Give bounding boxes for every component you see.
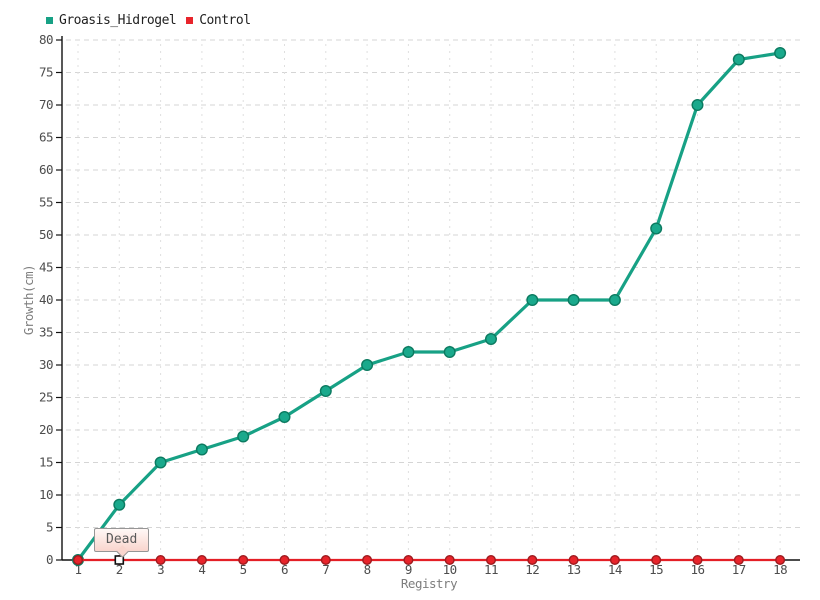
data-point-groasis_hidrogel[interactable]	[154, 456, 167, 469]
x-tick-label: 11	[484, 562, 498, 577]
data-point-control[interactable]	[444, 555, 455, 566]
x-axis-title: Registry	[401, 576, 458, 591]
x-tick-label: 16	[690, 562, 704, 577]
y-tick-label: 25	[39, 390, 53, 405]
x-tick-label: 3	[157, 562, 164, 577]
y-tick-label: 45	[39, 260, 53, 275]
y-tick-label: 0	[46, 552, 53, 567]
data-point-groasis_hidrogel[interactable]	[567, 294, 580, 307]
legend-swatch-control-icon	[186, 17, 194, 24]
axes	[56, 36, 800, 561]
x-tick-label: 14	[608, 562, 622, 577]
data-point-control[interactable]	[238, 555, 249, 566]
data-point-groasis_hidrogel[interactable]	[443, 346, 456, 359]
x-tick-label: 2	[116, 562, 123, 577]
x-tick-label: 15	[649, 562, 663, 577]
selected-point-marker[interactable]	[114, 555, 125, 565]
data-point-groasis_hidrogel[interactable]	[485, 333, 498, 346]
x-tick-label: 12	[525, 562, 539, 577]
data-point-control[interactable]	[609, 555, 620, 566]
x-tick-label: 7	[322, 562, 329, 577]
data-point-groasis_hidrogel[interactable]	[319, 385, 332, 398]
x-tick-label: 13	[567, 562, 581, 577]
data-point-control[interactable]	[196, 555, 207, 566]
data-point-groasis_hidrogel[interactable]	[608, 294, 621, 307]
data-point-groasis_hidrogel[interactable]	[732, 53, 745, 66]
data-point-control[interactable]	[155, 555, 166, 566]
legend: Groasis_Hidrogel Control	[46, 13, 251, 28]
y-tick-label: 55	[39, 195, 53, 210]
series-lines	[71, 47, 787, 567]
y-tick-label: 20	[39, 422, 53, 437]
y-tick-label: 30	[39, 357, 53, 372]
y-tick-label: 80	[39, 32, 53, 47]
data-point-control[interactable]	[527, 555, 538, 566]
data-point-groasis_hidrogel[interactable]	[402, 346, 415, 359]
data-point-groasis_hidrogel[interactable]	[774, 47, 787, 60]
y-tick-label: 50	[39, 227, 53, 242]
data-point-control[interactable]	[692, 555, 703, 566]
vertical-gridlines	[77, 44, 781, 557]
legend-item-control[interactable]: Control	[186, 13, 251, 28]
data-point-control[interactable]	[486, 555, 497, 566]
y-tick-label: 10	[39, 487, 53, 502]
y-tick-label: 70	[39, 97, 53, 112]
x-tick-label: 9	[405, 562, 412, 577]
horizontal-gridlines	[66, 39, 802, 528]
y-axis-title: Growth(cm)	[21, 265, 36, 335]
data-point-groasis_hidrogel[interactable]	[650, 222, 663, 235]
y-tick-label: 35	[39, 325, 53, 340]
series-line-groasis_hidrogel	[76, 51, 782, 562]
data-point-control[interactable]	[320, 555, 331, 566]
data-point-groasis_hidrogel[interactable]	[526, 294, 539, 307]
x-tick-label: 17	[732, 562, 746, 577]
x-tick-label: 4	[198, 562, 205, 577]
data-point-control[interactable]	[72, 555, 83, 566]
legend-label-control: Control	[199, 13, 251, 28]
x-tick-label: 5	[240, 562, 247, 577]
data-point-groasis_hidrogel[interactable]	[195, 443, 208, 456]
x-tick-label: 8	[364, 562, 371, 577]
data-point-groasis_hidrogel[interactable]	[113, 498, 126, 511]
data-point-control[interactable]	[403, 555, 414, 566]
data-point-groasis_hidrogel[interactable]	[691, 98, 704, 111]
legend-label-groasis: Groasis_Hidrogel	[59, 13, 177, 28]
data-point-control[interactable]	[362, 555, 373, 566]
tooltip-text: Dead	[106, 532, 138, 547]
y-tick-label: 5	[46, 520, 53, 535]
x-tick-label: 1	[74, 562, 81, 577]
y-tick-label: 40	[39, 292, 53, 307]
y-tick-label: 75	[39, 65, 53, 80]
data-point-control[interactable]	[568, 555, 579, 566]
data-point-control[interactable]	[775, 555, 786, 566]
x-tick-label: 6	[281, 562, 288, 577]
data-point-groasis_hidrogel[interactable]	[278, 411, 291, 424]
data-point-groasis_hidrogel[interactable]	[237, 430, 250, 443]
legend-swatch-groasis-icon	[46, 17, 53, 24]
y-tick-label: 60	[39, 162, 53, 177]
y-tick-label: 15	[39, 455, 53, 470]
data-point-control[interactable]	[279, 555, 290, 566]
x-tick-label: 18	[773, 562, 787, 577]
data-point-control[interactable]	[651, 555, 662, 566]
legend-item-groasis-hidrogel[interactable]: Groasis_Hidrogel	[46, 13, 177, 28]
data-point-groasis_hidrogel[interactable]	[361, 359, 374, 372]
data-point-control[interactable]	[733, 555, 744, 566]
x-tick-label: 10	[443, 562, 457, 577]
tooltip: Dead	[94, 528, 150, 558]
annotation-layer	[114, 555, 125, 565]
y-tick-label: 65	[39, 130, 53, 145]
